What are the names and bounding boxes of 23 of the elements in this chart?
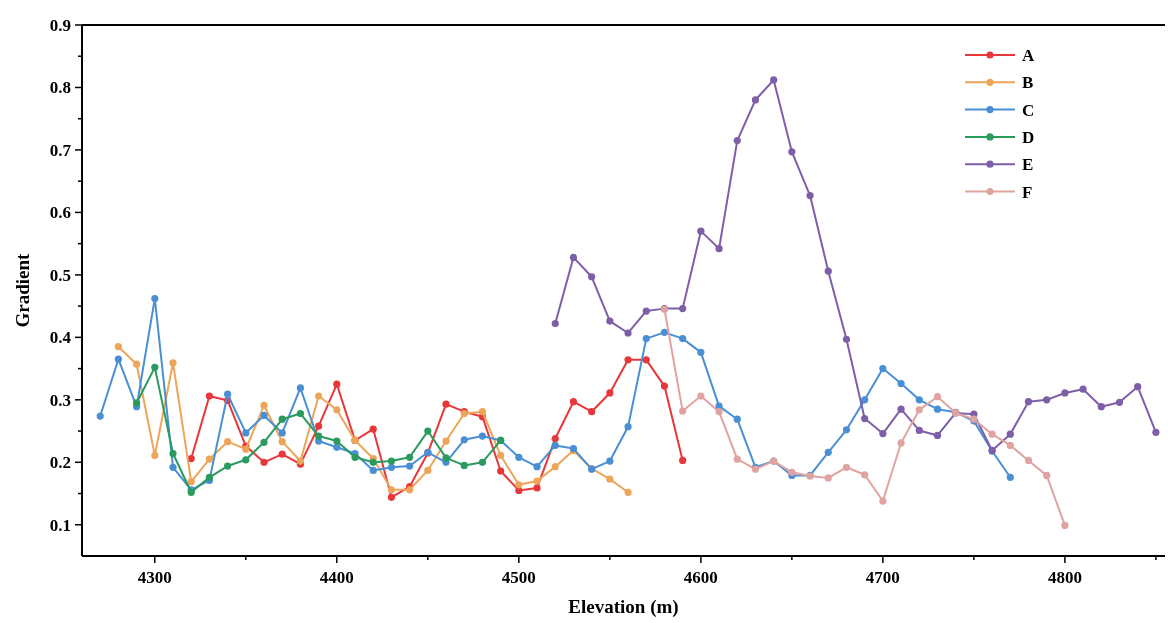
y-tick-label: 0.2 xyxy=(49,453,71,473)
y-tick-label: 0.5 xyxy=(49,265,71,285)
legend-label: B xyxy=(1022,73,1034,93)
x-tick-label: 4400 xyxy=(319,568,354,587)
x-tick-label: 4800 xyxy=(1047,568,1082,587)
y-tick-label: 0.8 xyxy=(49,78,71,98)
y-tick-label: 0.4 xyxy=(49,328,72,348)
y-tick-label: 0.1 xyxy=(49,515,71,535)
x-tick-label: 4500 xyxy=(501,568,536,587)
y-tick-label: 0.6 xyxy=(49,203,71,223)
x-tick-label: 4700 xyxy=(865,568,900,587)
legend-label: D xyxy=(1022,127,1035,147)
legend-label: C xyxy=(1022,100,1035,120)
y-tick-label: 0.7 xyxy=(49,140,72,160)
y-tick-label: 0.3 xyxy=(49,390,71,410)
legend-label: A xyxy=(1022,46,1035,65)
x-tick-label: 4600 xyxy=(683,568,718,587)
legend-label: E xyxy=(1022,155,1034,175)
legend-label: F xyxy=(1022,182,1033,202)
x-axis-title: Elevation (m) xyxy=(568,596,679,618)
x-tick-label: 4300 xyxy=(137,568,172,587)
y-tick-label: 0.9 xyxy=(49,15,71,35)
y-axis-title: Gradient xyxy=(12,252,33,328)
